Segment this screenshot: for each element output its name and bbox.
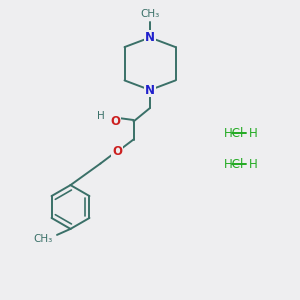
Text: H: H xyxy=(249,127,258,140)
Text: H: H xyxy=(249,158,258,171)
Text: CH₃: CH₃ xyxy=(33,234,52,244)
Text: N: N xyxy=(145,83,155,97)
Text: HCl: HCl xyxy=(224,127,244,140)
Text: HCl: HCl xyxy=(224,158,244,171)
Text: CH₃: CH₃ xyxy=(140,9,160,19)
Text: O: O xyxy=(110,115,121,128)
Text: N: N xyxy=(145,31,155,44)
Text: O: O xyxy=(112,145,122,158)
Text: H: H xyxy=(97,111,104,121)
